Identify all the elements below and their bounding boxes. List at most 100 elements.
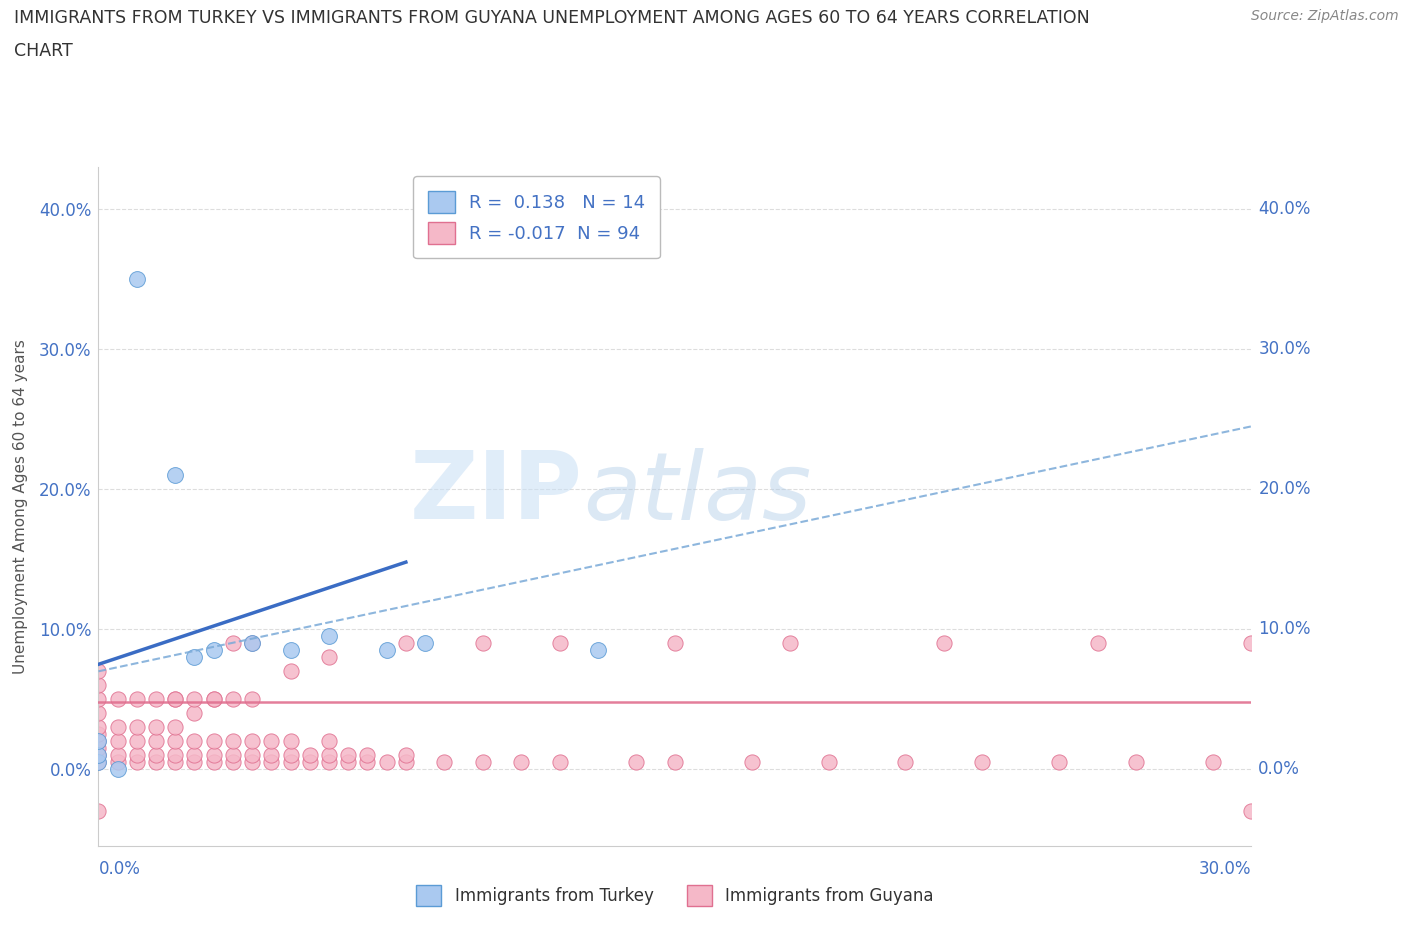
Text: CHART: CHART	[14, 42, 73, 60]
Point	[298, 755, 321, 770]
Point	[87, 741, 110, 756]
Point	[87, 755, 110, 770]
Point	[395, 748, 418, 763]
Point	[183, 755, 205, 770]
Point	[87, 748, 110, 763]
Text: 10.0%: 10.0%	[1258, 620, 1310, 638]
Point	[222, 636, 245, 651]
Point	[932, 636, 955, 651]
Point	[202, 643, 225, 658]
Point	[125, 720, 148, 735]
Point	[318, 650, 340, 665]
Point	[87, 755, 110, 770]
Point	[240, 734, 263, 749]
Point	[510, 755, 533, 770]
Point	[664, 755, 686, 770]
Point	[165, 748, 187, 763]
Point	[894, 755, 917, 770]
Point	[125, 734, 148, 749]
Point	[240, 692, 263, 707]
Point	[87, 720, 110, 735]
Point	[202, 755, 225, 770]
Point	[183, 734, 205, 749]
Point	[165, 692, 187, 707]
Point	[318, 755, 340, 770]
Text: IMMIGRANTS FROM TURKEY VS IMMIGRANTS FROM GUYANA UNEMPLOYMENT AMONG AGES 60 TO 6: IMMIGRANTS FROM TURKEY VS IMMIGRANTS FRO…	[14, 9, 1090, 27]
Point	[280, 734, 302, 749]
Point	[87, 692, 110, 707]
Point	[1125, 755, 1147, 770]
Point	[183, 650, 205, 665]
Point	[260, 755, 283, 770]
Point	[548, 755, 571, 770]
Point	[741, 755, 763, 770]
Point	[202, 748, 225, 763]
Point	[240, 636, 263, 651]
Point	[972, 755, 994, 770]
Point	[165, 755, 187, 770]
Point	[87, 734, 110, 749]
Point	[87, 664, 110, 679]
Point	[1240, 804, 1263, 818]
Point	[664, 636, 686, 651]
Text: 40.0%: 40.0%	[1258, 200, 1310, 219]
Text: 20.0%: 20.0%	[1258, 481, 1310, 498]
Point	[145, 748, 167, 763]
Point	[471, 755, 494, 770]
Point	[337, 755, 360, 770]
Point	[413, 636, 436, 651]
Text: 0.0%: 0.0%	[98, 860, 141, 878]
Point	[280, 664, 302, 679]
Point	[165, 720, 187, 735]
Point	[280, 748, 302, 763]
Point	[107, 762, 129, 777]
Point	[222, 692, 245, 707]
Point	[260, 748, 283, 763]
Text: 30.0%: 30.0%	[1199, 860, 1251, 878]
Point	[298, 748, 321, 763]
Point	[222, 755, 245, 770]
Point	[107, 748, 129, 763]
Point	[548, 636, 571, 651]
Point	[125, 748, 148, 763]
Point	[222, 748, 245, 763]
Point	[165, 468, 187, 483]
Legend: R =  0.138   N = 14, R = -0.017  N = 94: R = 0.138 N = 14, R = -0.017 N = 94	[413, 177, 659, 259]
Point	[375, 643, 398, 658]
Point	[202, 734, 225, 749]
Point	[817, 755, 839, 770]
Point	[240, 748, 263, 763]
Point	[145, 720, 167, 735]
Point	[1087, 636, 1109, 651]
Point	[107, 720, 129, 735]
Point	[87, 706, 110, 721]
Text: ZIP: ZIP	[409, 447, 582, 539]
Text: atlas: atlas	[582, 447, 811, 538]
Point	[145, 734, 167, 749]
Point	[318, 629, 340, 644]
Point	[87, 804, 110, 818]
Text: 0.0%: 0.0%	[1258, 761, 1301, 778]
Point	[165, 734, 187, 749]
Text: 30.0%: 30.0%	[1258, 340, 1310, 358]
Point	[107, 692, 129, 707]
Point	[375, 755, 398, 770]
Point	[1240, 636, 1263, 651]
Point	[125, 692, 148, 707]
Point	[202, 692, 225, 707]
Point	[125, 272, 148, 286]
Point	[1202, 755, 1225, 770]
Point	[779, 636, 801, 651]
Point	[183, 706, 205, 721]
Legend: Immigrants from Turkey, Immigrants from Guyana: Immigrants from Turkey, Immigrants from …	[409, 879, 941, 912]
Point	[433, 755, 456, 770]
Point	[145, 755, 167, 770]
Point	[318, 748, 340, 763]
Point	[145, 692, 167, 707]
Point	[240, 755, 263, 770]
Point	[586, 643, 609, 658]
Point	[165, 692, 187, 707]
Point	[87, 727, 110, 742]
Point	[183, 748, 205, 763]
Point	[240, 636, 263, 651]
